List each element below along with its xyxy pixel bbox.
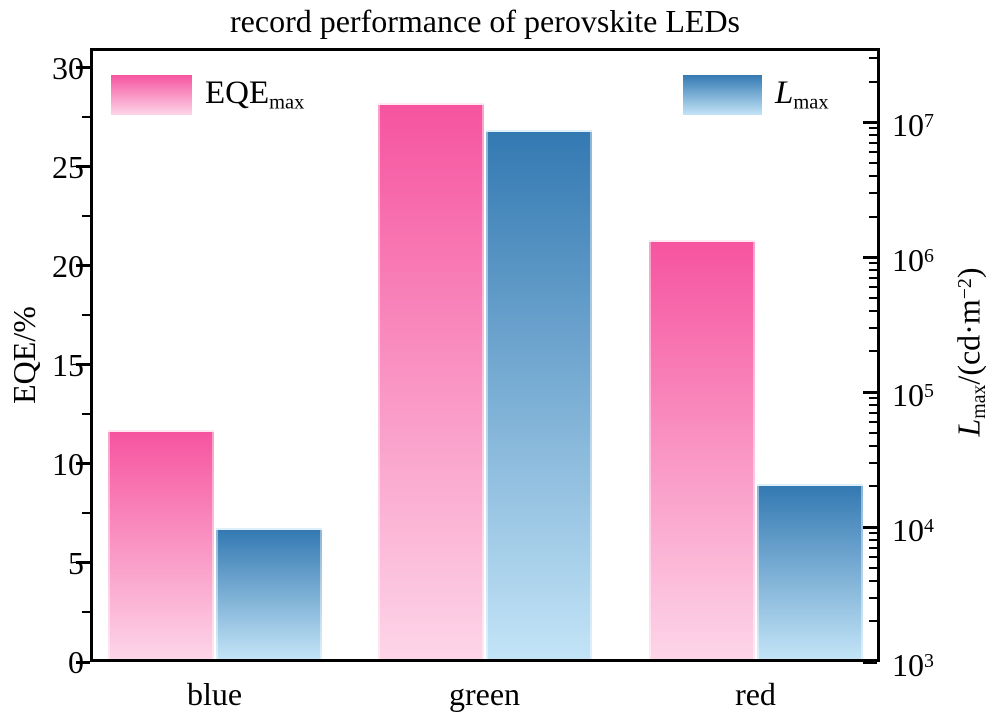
legend-label-l_max: Lmax (775, 75, 829, 114)
right-minor-tick (869, 421, 877, 424)
right-major-tick (863, 660, 877, 664)
left-tick-label: 10 (52, 445, 84, 482)
right-minor-tick (869, 620, 877, 623)
right-minor-tick (869, 555, 877, 558)
left-major-tick (76, 660, 90, 664)
right-minor-tick (869, 596, 877, 599)
right-major-tick (863, 120, 877, 124)
left-minor-tick (82, 413, 90, 416)
right-minor-tick (869, 461, 877, 464)
right-minor-tick (869, 397, 877, 400)
right-minor-tick (869, 431, 877, 434)
right-minor-tick (869, 269, 877, 272)
right-minor-tick (869, 350, 877, 353)
right-minor-tick (869, 326, 877, 329)
right-tick-label: 106 (892, 242, 934, 279)
right-minor-tick (869, 404, 877, 407)
x-tick-label-red: red (735, 676, 776, 712)
right-minor-tick (869, 215, 877, 218)
right-minor-tick (869, 546, 877, 549)
right-minor-tick (869, 142, 877, 145)
right-major-tick (863, 255, 877, 259)
left-tick-label: 20 (52, 247, 84, 284)
left-minor-tick (82, 512, 90, 515)
right-minor-tick (869, 174, 877, 177)
right-tick-label: 107 (892, 107, 934, 144)
right-minor-tick (869, 296, 877, 299)
left-tick-label: 0 (68, 644, 84, 680)
bar-lmax-blue (215, 528, 322, 661)
right-tick-label: 104 (892, 511, 934, 548)
legend-swatch-eqe_max (111, 75, 192, 115)
right-minor-tick (869, 262, 877, 265)
right-tick-label: 105 (892, 377, 934, 414)
right-major-tick (863, 390, 877, 394)
right-minor-tick (869, 309, 877, 312)
left-tick-label: 5 (68, 544, 84, 581)
bar-lmax-green (485, 130, 592, 661)
left-major-tick (76, 363, 90, 367)
bar-eqe-red (648, 240, 755, 661)
x-tick-label-green: green (448, 676, 521, 712)
left-tick-label: 15 (52, 346, 84, 383)
left-major-tick (76, 561, 90, 565)
right-minor-tick (869, 444, 877, 447)
right-minor-tick (869, 134, 877, 137)
left-major-tick (76, 462, 90, 466)
left-minor-tick (82, 116, 90, 119)
left-major-tick (76, 264, 90, 268)
bar-eqe-blue (107, 430, 214, 661)
left-tick-label: 30 (52, 49, 84, 86)
left-major-tick (76, 66, 90, 70)
right-minor-tick (869, 539, 877, 542)
right-minor-tick (869, 80, 877, 83)
right-tick-label: 103 (892, 646, 934, 683)
left-minor-tick (82, 611, 90, 614)
right-minor-tick (869, 566, 877, 569)
y-axis-label-left: EQE/% (6, 306, 42, 404)
right-minor-tick (869, 286, 877, 289)
plot-frame (90, 48, 880, 662)
legend-label-eqe_max: EQEmax (205, 75, 305, 114)
left-minor-tick (82, 314, 90, 317)
left-major-tick (76, 165, 90, 169)
left-minor-tick (82, 215, 90, 218)
right-minor-tick (869, 127, 877, 130)
right-minor-tick (869, 532, 877, 535)
right-minor-tick (869, 151, 877, 154)
right-minor-tick (869, 412, 877, 414)
bar-lmax-red (756, 483, 863, 661)
right-major-tick (863, 525, 877, 529)
x-tick-label-blue: blue (186, 676, 243, 712)
right-minor-tick (869, 485, 877, 488)
right-minor-tick (869, 161, 877, 164)
chart-title: record performance of perovskite LEDs (230, 3, 740, 39)
right-minor-tick (869, 56, 877, 59)
right-minor-tick (869, 191, 877, 194)
left-tick-label: 25 (52, 148, 84, 185)
y-axis-label-right: Lmax/(cd·m−2) (950, 267, 991, 437)
right-minor-tick (869, 579, 877, 582)
right-minor-tick (869, 277, 877, 280)
legend-swatch-l_max (683, 75, 762, 115)
